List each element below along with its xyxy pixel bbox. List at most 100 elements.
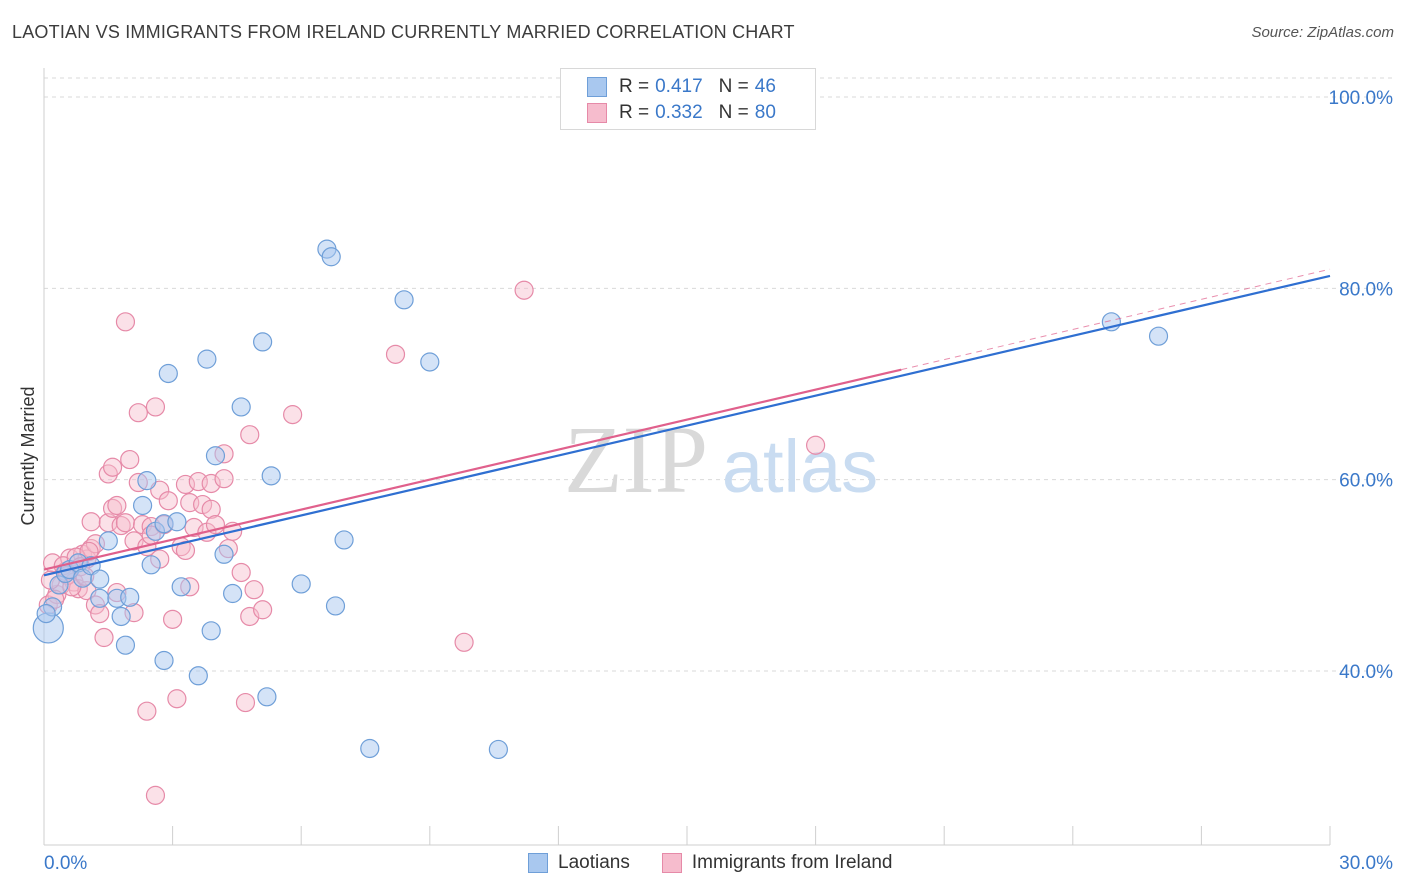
data-point-laotians: [120, 587, 140, 607]
data-point-laotians: [205, 446, 226, 466]
data-point-laotians: [360, 738, 380, 759]
watermark-zip: ZIP: [564, 406, 708, 513]
trend-line-ireland-extension: [901, 268, 1331, 371]
data-point-ireland: [283, 405, 303, 425]
data-point-ireland: [158, 491, 178, 511]
data-point-ireland: [214, 469, 234, 489]
data-point-ireland: [805, 435, 826, 455]
data-point-laotians: [36, 603, 56, 624]
data-point-ireland: [385, 344, 406, 364]
y-axis-label: Currently Married: [18, 386, 38, 525]
data-point-laotians: [214, 544, 234, 564]
data-point-laotians: [223, 583, 243, 604]
axes: [43, 68, 1331, 846]
x-tick-label: 30.0%: [1339, 853, 1393, 874]
legend-r-label: R =: [619, 76, 650, 97]
data-point-ireland: [454, 632, 474, 652]
legend-n-value: 80: [754, 102, 776, 123]
data-point-laotians: [420, 352, 440, 372]
chart-source: Source: ZipAtlas.com: [1251, 24, 1394, 41]
data-point-laotians: [188, 666, 208, 686]
trend-lines: [43, 268, 1331, 577]
data-point-ireland: [231, 562, 251, 583]
legend-n-value: 46: [754, 76, 776, 97]
data-point-laotians: [201, 621, 221, 641]
data-point-ireland: [235, 692, 256, 713]
gridlines: [44, 77, 1392, 672]
data-point-laotians: [115, 635, 136, 655]
y-tick-label: 60.0%: [1339, 471, 1393, 492]
data-point-ireland: [94, 627, 114, 648]
data-point-ireland: [145, 785, 166, 805]
correlation-legend: R = 0.417 N = 46 R = 0.332 N = 80: [560, 68, 816, 130]
data-point-laotians: [291, 574, 311, 594]
data-point-ireland: [163, 609, 183, 629]
tick-labels: 100.0% 80.0% 60.0% 40.0% 0.0% 30.0%: [44, 88, 1393, 874]
data-point-laotians: [154, 650, 174, 671]
legend-label-laotians: Laotians: [558, 852, 630, 873]
data-point-laotians: [141, 555, 161, 575]
data-point-ireland: [115, 513, 136, 533]
data-point-laotians: [394, 290, 414, 310]
y-tick-label: 100.0%: [1329, 88, 1394, 109]
y-tick-label: 40.0%: [1339, 662, 1393, 683]
data-point-laotians: [253, 332, 273, 352]
data-point-laotians: [257, 687, 277, 707]
data-point-laotians: [488, 739, 508, 760]
watermark-atlas: atlas: [722, 425, 878, 508]
legend-r-value: 0.417: [655, 76, 703, 97]
data-point-ireland: [240, 425, 260, 445]
data-point-laotians: [132, 495, 153, 516]
data-point-ireland: [107, 495, 127, 516]
chart-title: LAOTIAN VS IMMIGRANTS FROM IRELAND CURRE…: [12, 22, 795, 42]
legend-item-ireland: Immigrants from Ireland: [661, 852, 893, 874]
data-point-ireland: [244, 580, 264, 600]
data-point-laotians: [98, 531, 118, 551]
x-tick-label: 0.0%: [44, 853, 87, 874]
data-point-ireland: [128, 403, 148, 423]
series-laotians-points: [32, 239, 1169, 760]
legend-swatch-blue: [587, 77, 607, 97]
legend-row-laotians: R = 0.417 N = 46: [587, 74, 776, 100]
legend-r-value: 0.332: [655, 102, 703, 123]
data-point-ireland: [81, 512, 101, 532]
data-point-laotians: [325, 596, 346, 616]
data-point-ireland: [184, 517, 204, 538]
legend-swatch-pink: [587, 103, 607, 123]
data-point-ireland: [120, 449, 140, 470]
data-point-laotians: [137, 471, 157, 491]
legend-label-ireland: Immigrants from Ireland: [691, 852, 893, 873]
data-point-ireland: [145, 397, 166, 417]
data-point-ireland: [102, 457, 123, 477]
data-point-ireland: [253, 600, 273, 620]
data-point-laotians: [1148, 326, 1169, 346]
trend-line-laotians: [43, 274, 1331, 577]
data-point-laotians: [321, 247, 341, 267]
legend-n-label: N =: [718, 102, 749, 123]
series-legend: Laotians Immigrants from Ireland: [528, 852, 924, 874]
y-tick-label: 80.0%: [1339, 279, 1393, 300]
data-point-laotians: [231, 397, 251, 417]
legend-item-laotians: Laotians: [528, 852, 630, 874]
data-point-laotians: [90, 588, 110, 608]
legend-swatch-blue: [528, 853, 548, 873]
trend-line-ireland: [43, 368, 902, 571]
data-point-laotians: [171, 577, 191, 597]
data-point-laotians: [158, 363, 178, 384]
data-point-laotians: [90, 569, 110, 589]
data-point-ireland: [115, 312, 136, 332]
legend-n-label: N =: [718, 76, 749, 97]
data-point-laotians: [167, 512, 187, 532]
data-point-laotians: [197, 349, 217, 369]
legend-r-label: R =: [619, 102, 650, 123]
data-point-laotians: [111, 606, 131, 627]
data-point-ireland: [514, 280, 534, 300]
data-point-ireland: [201, 499, 221, 519]
data-point-ireland: [137, 701, 157, 721]
data-point-laotians: [334, 530, 354, 550]
legend-row-ireland: R = 0.332 N = 80: [587, 100, 776, 126]
data-point-laotians: [261, 466, 281, 486]
legend-swatch-pink: [661, 853, 682, 873]
data-point-ireland: [167, 689, 187, 709]
